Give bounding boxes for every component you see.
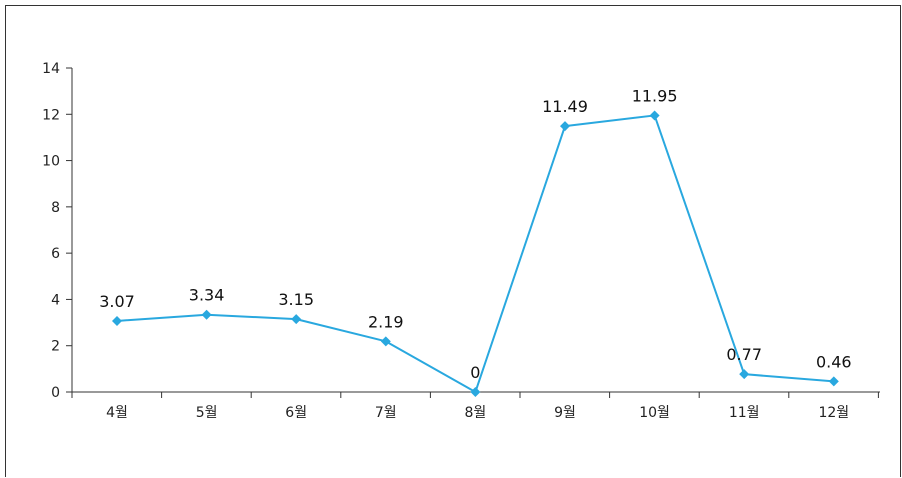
data-point [470, 387, 481, 397]
x-tick-label: 6월 [285, 405, 307, 421]
data-point [291, 314, 302, 325]
y-tick-label: 8 [51, 200, 60, 216]
axes: 0 2 4 6 8 10 12 14 4월 5월 6월 7월 8월 9월 10월 11월 12월 [42, 61, 880, 421]
data-point [649, 110, 660, 121]
x-tick-label: 5월 [196, 405, 218, 421]
data-point [380, 336, 391, 347]
data-point [828, 376, 839, 387]
data-label: 11.49 [542, 97, 588, 116]
data-label: 0 [470, 363, 480, 382]
x-tick-label: 10월 [639, 405, 670, 421]
data-label: 3.15 [278, 290, 314, 309]
x-tick-label: 8월 [465, 405, 487, 421]
x-tick-label: 7월 [375, 405, 397, 421]
x-tick-label: 11월 [729, 405, 760, 421]
data-point [739, 369, 750, 380]
chart-frame [5, 5, 901, 477]
y-tick-label: 2 [51, 339, 60, 355]
data-label: 11.95 [632, 86, 678, 105]
y-tick-label: 14 [42, 61, 60, 77]
data-point [560, 121, 570, 132]
series-layer [112, 110, 839, 397]
x-tick-label: 4월 [106, 405, 128, 421]
data-label: 0.46 [816, 352, 852, 371]
y-tick-label: 10 [42, 154, 60, 170]
data-point [112, 315, 122, 326]
y-tick-label: 0 [51, 385, 60, 401]
data-label: 3.07 [99, 292, 135, 311]
x-tick-label: 9월 [554, 405, 576, 421]
y-tick-label: 12 [42, 107, 60, 123]
y-tick-label: 4 [51, 292, 60, 308]
x-tick-label: 12월 [818, 405, 849, 421]
labels-layer: 3.07 3.34 3.15 2.19 0 11.49 11.95 0.77 0.46 [99, 86, 851, 382]
data-label: 2.19 [368, 312, 404, 331]
data-label: 3.34 [189, 286, 225, 305]
data-label: 0.77 [726, 345, 762, 364]
data-point [201, 309, 212, 320]
y-tick-label: 6 [51, 246, 60, 262]
